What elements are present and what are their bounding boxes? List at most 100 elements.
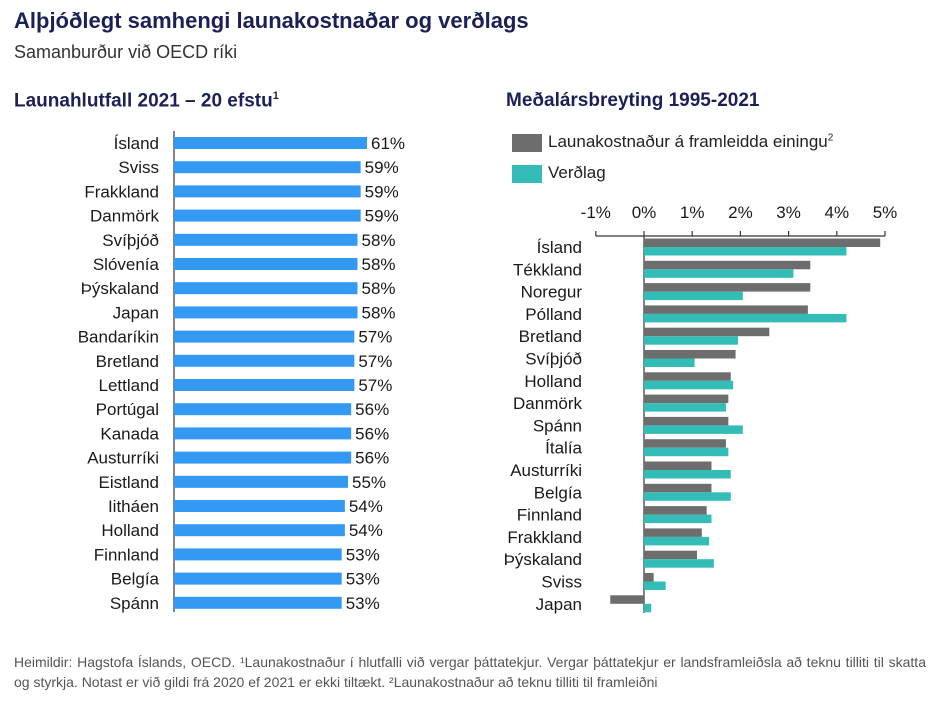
left-chart-title-note: 1 — [272, 90, 279, 102]
left-bar — [174, 524, 345, 537]
right-bar-price-level — [644, 358, 695, 367]
left-category-label: Holland — [101, 521, 159, 540]
right-bar-price-level — [644, 425, 743, 434]
left-value-label: 59% — [365, 158, 399, 177]
left-value-label: 61% — [371, 134, 405, 153]
right-x-tick-label: 3% — [776, 203, 801, 222]
right-bar-labour-cost — [644, 394, 729, 404]
right-bar-price-level — [644, 380, 734, 390]
right-bar-price-level — [644, 313, 847, 323]
right-category-label: Pólland — [525, 305, 582, 324]
right-category-label: Japan — [536, 595, 582, 614]
right-category-label: Ítalía — [545, 439, 582, 458]
left-category-label: Bretland — [96, 352, 159, 371]
left-bar — [174, 306, 358, 319]
page-title: Alþjóðlegt samhengi launakostnaðar og ve… — [14, 8, 529, 33]
legend-label-labour-cost: Launakostnaður á framleidda einingu2 — [548, 132, 833, 152]
left-bar — [174, 330, 355, 343]
right-bar-price-level — [644, 536, 710, 546]
right-x-tick-label: 5% — [873, 203, 898, 222]
right-bar-price-level — [644, 603, 652, 613]
right-bar-price-level — [644, 447, 729, 457]
left-value-label: 58% — [362, 303, 396, 322]
right-bar-labour-cost — [610, 595, 644, 604]
page-subtitle: Samanburður við OECD ríki — [14, 42, 238, 62]
left-category-label: Austurríki — [87, 449, 159, 468]
right-bar-price-level — [644, 514, 712, 524]
right-category-label: Belgía — [534, 483, 583, 502]
left-category-label: Slóvenía — [93, 255, 160, 274]
footnote: Heimildir: Hagstofa Íslands, OECD. ¹Laun… — [14, 654, 926, 690]
left-bar — [174, 233, 358, 246]
right-category-label: Spánn — [533, 416, 582, 435]
left-value-label: 57% — [358, 352, 392, 371]
left-value-label: 56% — [355, 449, 389, 468]
right-bar-price-level — [644, 291, 743, 301]
right-bar-price-level — [644, 492, 731, 501]
right-category-label: Svíþjóð — [525, 350, 582, 369]
left-value-label: 58% — [362, 231, 396, 250]
left-bar — [174, 185, 361, 198]
left-value-label: 53% — [346, 545, 380, 564]
left-category-label: Japan — [113, 303, 159, 322]
right-x-tick-label: 4% — [825, 203, 850, 222]
left-category-label: Lettland — [99, 376, 160, 395]
left-bar — [174, 209, 361, 222]
right-bar-price-level — [644, 581, 666, 590]
right-category-label: Noregur — [521, 283, 583, 302]
left-bar — [174, 137, 367, 149]
right-x-tick-label: 0% — [632, 203, 657, 222]
right-bar-price-level — [644, 559, 714, 568]
right-x-tick-label: 1% — [680, 203, 705, 222]
right-bar-labour-cost — [644, 372, 731, 381]
right-chart-title: Meðalársbreyting 1995-2021 — [506, 90, 760, 111]
legend-swatch-price-level — [512, 165, 542, 183]
left-bar — [174, 161, 361, 174]
right-bar-labour-cost — [644, 350, 736, 359]
left-bar — [174, 475, 349, 488]
right-bar-labour-cost — [644, 550, 698, 560]
right-bar-price-level — [644, 247, 847, 256]
right-bar-labour-cost — [644, 573, 654, 582]
legend-label-price-level: Verðlag — [548, 163, 606, 182]
right-category-label: Austurríki — [510, 461, 582, 480]
left-category-label: Svíþjóð — [102, 231, 159, 250]
left-bar — [174, 379, 355, 391]
left-value-label: 54% — [349, 521, 383, 540]
left-category-label: Belgía — [111, 570, 160, 589]
left-category-label: Spánn — [110, 594, 159, 613]
right-bar-labour-cost — [644, 260, 811, 270]
left-bar — [174, 282, 358, 295]
left-chart-title-text: Launahlutfall 2021 – 20 efstu — [14, 90, 273, 112]
left-category-label: Kanada — [100, 424, 159, 443]
left-bar — [174, 451, 352, 464]
legend-swatch-labour-cost — [512, 134, 542, 152]
right-bar-labour-cost — [644, 416, 729, 426]
left-value-label: 58% — [362, 255, 396, 274]
left-category-label: Finnland — [94, 545, 159, 564]
left-category-label: Ísland — [114, 134, 159, 153]
right-category-label: Bretland — [519, 327, 582, 346]
right-bar-labour-cost — [644, 283, 811, 292]
left-value-label: 56% — [355, 400, 389, 419]
right-category-label: Tékkland — [513, 260, 582, 279]
right-category-label: Ísland — [537, 238, 582, 257]
left-category-label: Eistland — [99, 473, 159, 492]
right-category-label: Frakkland — [507, 528, 582, 547]
left-bar — [174, 572, 342, 585]
right-category-label: Þýskaland — [504, 550, 582, 569]
left-bar — [174, 258, 358, 270]
left-value-label: 55% — [352, 473, 386, 492]
left-category-label: Portúgal — [96, 400, 159, 419]
left-value-label: 53% — [346, 594, 380, 613]
left-category-label: Danmörk — [90, 207, 159, 226]
left-value-label: 59% — [365, 182, 399, 201]
right-bar-labour-cost — [644, 327, 770, 337]
left-value-label: 58% — [362, 279, 396, 298]
right-category-label: Finnland — [517, 506, 582, 525]
left-value-label: 59% — [365, 207, 399, 226]
left-bar — [174, 548, 342, 561]
left-bar — [174, 403, 352, 416]
left-category-label: Bandaríkin — [78, 328, 159, 347]
left-value-label: 54% — [349, 497, 383, 516]
